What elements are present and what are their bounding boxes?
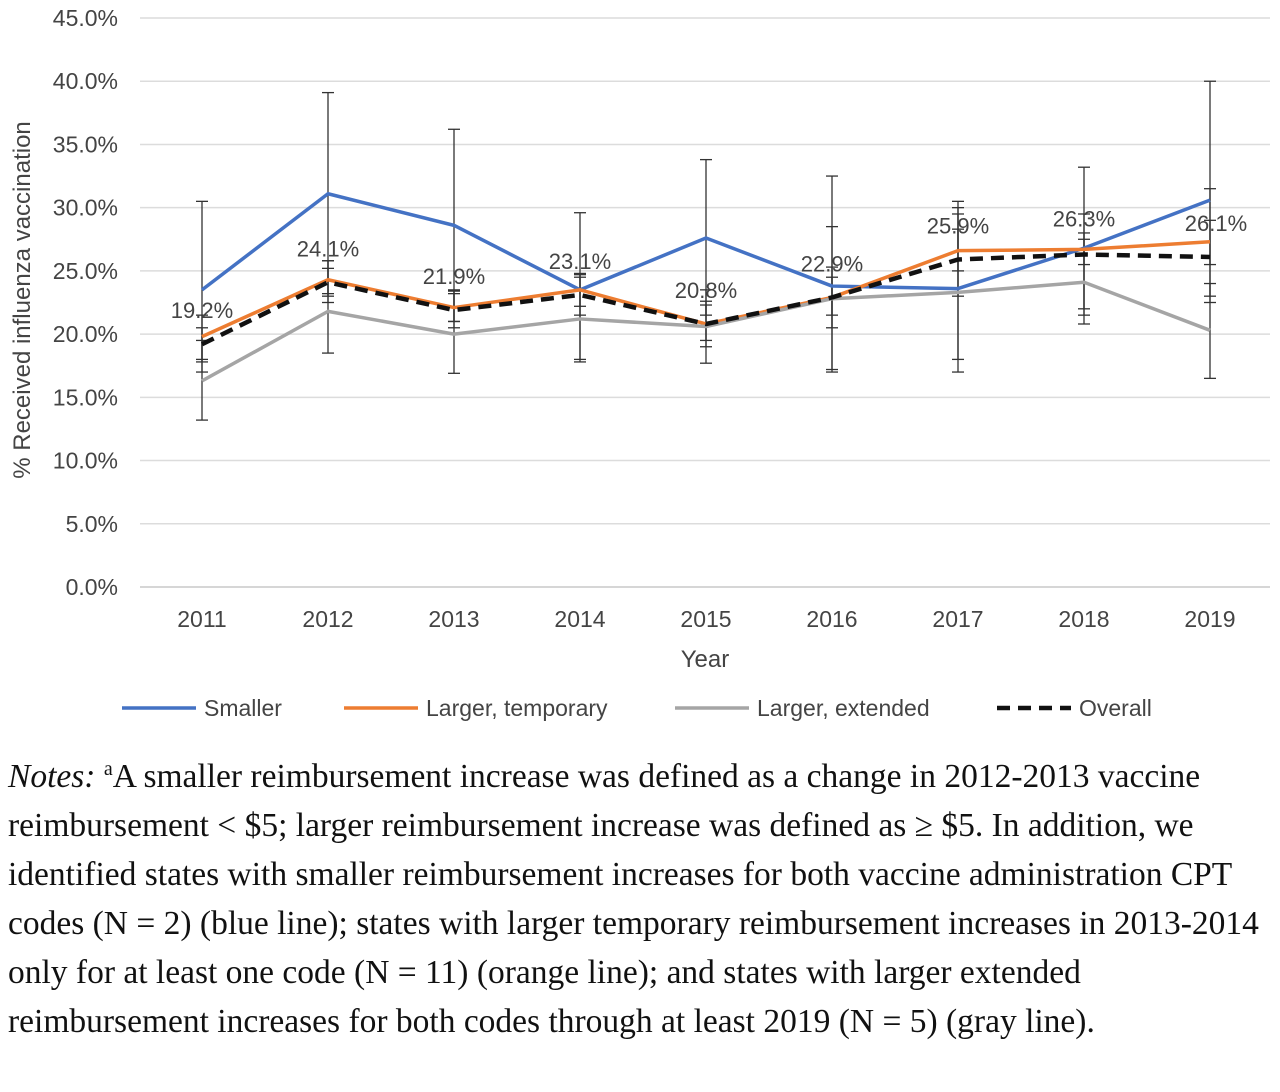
x-tick-label: 2019 bbox=[1184, 606, 1235, 632]
data-label: 23.1% bbox=[549, 249, 611, 274]
y-tick-label: 45.0% bbox=[53, 5, 118, 31]
x-tick-label: 2012 bbox=[302, 606, 353, 632]
x-tick-label: 2017 bbox=[932, 606, 983, 632]
legend-label: Overall bbox=[1079, 695, 1152, 721]
x-tick-label: 2014 bbox=[554, 606, 605, 632]
y-tick-label: 20.0% bbox=[53, 321, 118, 347]
y-tick-label: 10.0% bbox=[53, 448, 118, 474]
y-tick-label: 35.0% bbox=[53, 131, 118, 157]
legend-label: Larger, temporary bbox=[426, 695, 608, 721]
data-label: 24.1% bbox=[297, 236, 359, 261]
series-lines bbox=[200, 192, 1211, 383]
series-line-smaller bbox=[200, 192, 1211, 292]
legend-label: Larger, extended bbox=[757, 695, 930, 721]
data-label: 20.8% bbox=[675, 278, 737, 303]
chart-canvas: 0.0% 5.0% 10.0% 15.0% 20.0% 25.0% 30.0% 35.0% 40… bbox=[9, 5, 1270, 721]
x-tick-label: 2018 bbox=[1058, 606, 1109, 632]
data-label: 21.9% bbox=[423, 264, 485, 289]
notes-lead: Notes: bbox=[8, 758, 96, 795]
x-axis-ticks: 2011 2012 2013 2014 2015 2016 2017 2018 2019 bbox=[177, 606, 1235, 632]
data-label: 25.9% bbox=[927, 214, 989, 239]
notes-text: A smaller reimbursement increase was def… bbox=[8, 758, 1259, 1040]
y-axis-ticks: 0.0% 5.0% 10.0% 15.0% 20.0% 25.0% 30.0% 35.0% 40… bbox=[53, 5, 118, 600]
x-tick-label: 2015 bbox=[680, 606, 731, 632]
data-label: 26.1% bbox=[1185, 211, 1247, 236]
x-axis-title: Year bbox=[681, 646, 730, 673]
y-tick-label: 40.0% bbox=[53, 68, 118, 94]
notes-superscript: a bbox=[103, 758, 113, 780]
y-tick-label: 5.0% bbox=[66, 511, 118, 537]
data-labels: 19.2% 24.1% 21.9% 23.1% 20.8% 22.9% 25.9% 26.3%… bbox=[171, 206, 1247, 323]
data-label: 22.9% bbox=[801, 251, 863, 276]
line-chart: 0.0% 5.0% 10.0% 15.0% 20.0% 25.0% 30.0% 35.0% 40… bbox=[9, 5, 1270, 721]
y-tick-label: 0.0% bbox=[66, 574, 118, 600]
series-line-overall bbox=[201, 252, 1211, 347]
x-tick-label: 2011 bbox=[177, 606, 226, 632]
data-label: 26.3% bbox=[1053, 206, 1115, 231]
y-tick-label: 30.0% bbox=[53, 195, 118, 221]
x-tick-label: 2016 bbox=[806, 606, 857, 632]
series-line-larger-extended bbox=[201, 280, 1211, 383]
legend: Smaller Larger, temporary Larger, extended… bbox=[122, 695, 1152, 721]
data-label: 19.2% bbox=[171, 298, 233, 323]
y-axis-title: % Received influenza vaccination bbox=[9, 121, 36, 479]
legend-label: Smaller bbox=[204, 695, 282, 721]
y-tick-label: 15.0% bbox=[53, 384, 118, 410]
notes-paragraph: Notes: aA smaller reimbursement increase… bbox=[8, 752, 1270, 1046]
y-tick-label: 25.0% bbox=[53, 258, 118, 284]
x-tick-label: 2013 bbox=[428, 606, 479, 632]
